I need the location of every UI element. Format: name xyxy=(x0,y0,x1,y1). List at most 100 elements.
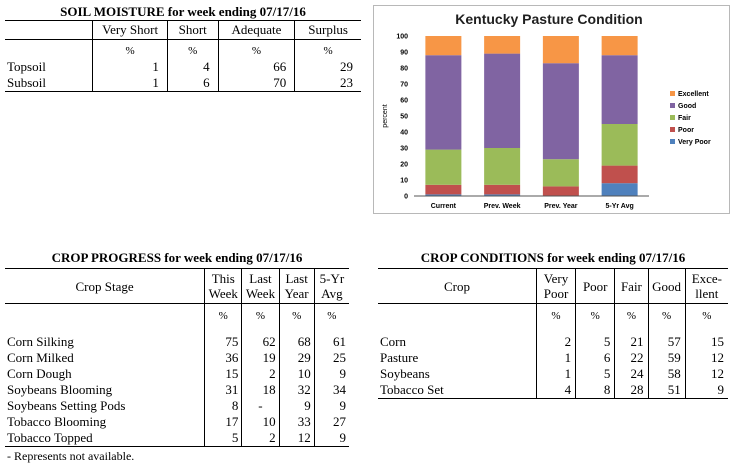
progress-pct-unit: % xyxy=(313,303,349,326)
chart-bar-segment xyxy=(542,159,579,187)
soil-header-short: Short xyxy=(166,20,219,40)
progress-row-label: Corn Silking xyxy=(7,334,74,349)
soil-cell: 66 xyxy=(217,59,295,75)
chart-bar-segment xyxy=(425,184,462,195)
chart-y-tick-label: 90 xyxy=(400,50,408,57)
chart-bar-segment xyxy=(484,36,521,54)
conditions-header-excellent: Exce-llent xyxy=(684,268,728,304)
progress-header-5yr-avg: 5-Yr Avg xyxy=(313,268,349,304)
chart-x-tick-label: Prev. Week xyxy=(484,203,521,210)
progress-header-this-week: This Week xyxy=(204,268,242,304)
chart-legend-label: Excellent xyxy=(678,91,709,98)
crop-progress-table: Crop Stage This Week Last Week Last Year 5-… xyxy=(5,268,349,447)
progress-cell: 17 xyxy=(204,414,242,430)
soil-cell: 70 xyxy=(217,75,295,92)
conditions-cell: 51 xyxy=(647,382,686,399)
progress-cell: 12 xyxy=(278,430,315,447)
soil-cell: 23 xyxy=(294,75,361,92)
conditions-pct-unit: % xyxy=(614,303,649,326)
conditions-pct-unit: % xyxy=(535,303,576,326)
conditions-row-label: Corn xyxy=(380,334,406,349)
progress-row-label: Tobacco Blooming xyxy=(7,414,107,429)
conditions-row-label: Pasture xyxy=(380,350,419,365)
chart-bar-segment xyxy=(425,55,462,150)
chart-title: Kentucky Pasture Condition xyxy=(455,11,642,27)
chart-bar-segment xyxy=(484,148,521,185)
conditions-pct-stub xyxy=(378,304,536,327)
chart-bar-segment xyxy=(601,36,638,56)
table-row: Corn Dough 15 2 10 9 xyxy=(5,366,349,382)
soil-cell: 6 xyxy=(166,75,219,92)
soil-stub-header xyxy=(5,20,93,40)
table-row: Corn Milked 36 19 29 25 xyxy=(5,350,349,366)
chart-y-tick-label: 0 xyxy=(404,194,408,201)
progress-cell: 27 xyxy=(313,414,349,430)
progress-header-last-week: Last Week xyxy=(241,268,280,304)
progress-cell: 10 xyxy=(278,366,315,382)
table-row: Corn 2 5 21 57 15 xyxy=(378,334,728,350)
chart-y-tick-label: 30 xyxy=(400,146,408,153)
conditions-cell: 24 xyxy=(614,366,649,382)
progress-cell: 15 xyxy=(204,366,242,382)
conditions-cell: 9 xyxy=(684,382,728,399)
chart-x-tick-label: Current xyxy=(431,203,457,210)
soil-moisture-title: SOIL MOISTURE for week ending 07/17/16 xyxy=(60,4,306,19)
progress-header-last-year: Last Year xyxy=(278,268,315,304)
conditions-cell: 1 xyxy=(535,350,576,366)
crop-conditions-title: CROP CONDITIONS for week ending 07/17/16 xyxy=(420,250,686,265)
conditions-pct-unit: % xyxy=(684,303,728,326)
pasture-condition-chart: Kentucky Pasture Condition percent 0 10 20… xyxy=(373,5,730,214)
progress-cell: 5 xyxy=(204,430,242,447)
chart-legend-swatch xyxy=(670,103,675,108)
chart-bar-segment xyxy=(425,194,462,196)
progress-cell: 29 xyxy=(278,350,315,366)
chart-y-tick-label: 100 xyxy=(396,34,408,41)
soil-pct-stub xyxy=(5,40,93,60)
progress-cell: 9 xyxy=(278,398,315,414)
chart-bar-segment xyxy=(601,124,638,166)
progress-row-label: Tobacco Topped xyxy=(5,430,205,447)
progress-cell: - xyxy=(241,398,280,414)
chart-y-axis-label: percent xyxy=(382,104,389,127)
progress-footnote: - Represents not available. xyxy=(7,449,135,463)
conditions-cell: 1 xyxy=(535,366,576,382)
progress-cell: 19 xyxy=(241,350,280,366)
soil-moisture-table: Very Short Short Adequate Surplus % % % … xyxy=(5,20,361,92)
conditions-cell: 8 xyxy=(575,382,615,399)
progress-row-label: Corn Milked xyxy=(7,350,74,365)
conditions-cell: 15 xyxy=(684,334,728,350)
progress-stub-header: Crop Stage xyxy=(5,268,205,304)
chart-x-labels: Current Prev. Week Prev. Year 5-Yr Avg xyxy=(431,203,634,210)
crop-progress-section: CROP PROGRESS for week ending 07/17/16 C… xyxy=(5,250,349,464)
chart-y-tick-label: 40 xyxy=(400,130,408,137)
conditions-cell: 4 xyxy=(535,382,576,399)
progress-pct-unit: % xyxy=(241,303,280,326)
chart-bar-segment xyxy=(484,184,521,195)
chart-y-ticks: 0 10 20 30 40 50 60 70 80 90 100 xyxy=(396,34,408,201)
progress-row-label: Soybeans Blooming xyxy=(7,382,113,397)
chart-y-tick-label: 80 xyxy=(400,66,408,73)
soil-cell: 4 xyxy=(166,59,219,75)
table-row: Soybeans Setting Pods 8 - 9 9 xyxy=(5,398,349,414)
progress-cell: 68 xyxy=(278,334,315,350)
chart-legend-label: Fair xyxy=(678,115,691,122)
progress-cell: 33 xyxy=(278,414,315,430)
conditions-cell: 12 xyxy=(684,366,728,382)
chart-y-tick-label: 60 xyxy=(400,98,408,105)
soil-cell: 1 xyxy=(92,59,168,75)
table-row: Pasture 1 6 22 59 12 xyxy=(378,350,728,366)
chart-bar-segment xyxy=(542,186,579,196)
table-row: Tobacco Set 4 8 28 51 9 xyxy=(378,382,728,399)
table-row: Tobacco Blooming 17 10 33 27 xyxy=(5,414,349,430)
conditions-cell: 6 xyxy=(575,350,615,366)
soil-pct-unit: % xyxy=(166,39,219,59)
chart-bar-segment xyxy=(542,63,579,160)
progress-pct-stub xyxy=(5,304,205,327)
chart-bars xyxy=(425,36,638,196)
conditions-stub-header: Crop xyxy=(378,268,537,304)
crop-conditions-table: Crop Very Poor Poor Fair Good Exce-llent … xyxy=(378,268,728,399)
chart-canvas: Kentucky Pasture Condition percent 0 10 20… xyxy=(382,11,711,210)
chart-legend-swatch xyxy=(670,139,675,144)
progress-cell: 32 xyxy=(278,382,315,398)
chart-y-tick-label: 20 xyxy=(400,162,408,169)
